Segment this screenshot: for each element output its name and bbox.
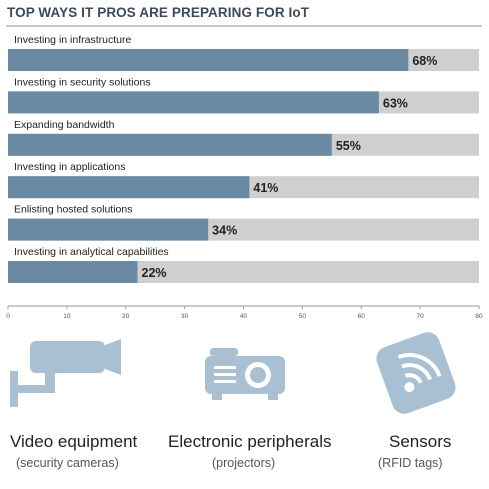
device-sub-peripherals: (projectors) xyxy=(212,456,276,470)
x-tick-label: 40 xyxy=(240,313,248,320)
x-tick-label: 70 xyxy=(417,313,425,320)
security-camera-icon xyxy=(0,325,145,420)
bar-category-label: Investing in analytical capabilities xyxy=(14,246,169,258)
device-video xyxy=(0,325,145,420)
x-tick-label: 60 xyxy=(358,313,366,320)
bar-value-label: 34% xyxy=(212,224,237,238)
x-tick-label: 20 xyxy=(122,313,130,320)
x-tick-label: 10 xyxy=(63,313,71,320)
bar-category-label: Investing in infrastructure xyxy=(14,34,131,46)
bar-value-label: 68% xyxy=(412,54,437,68)
bar xyxy=(8,218,209,241)
bar-chart: Investing in infrastructure 68% Investing … xyxy=(6,34,483,320)
bar xyxy=(8,176,250,199)
bar-category-label: Enlisting hosted solutions xyxy=(14,204,133,216)
rfid-tag-icon xyxy=(336,325,489,420)
device-name-video: Video equipment xyxy=(10,432,138,451)
bar xyxy=(8,261,138,283)
x-tick-label: 30 xyxy=(181,313,189,320)
bar xyxy=(8,49,409,71)
bar xyxy=(8,133,332,156)
bar-category-label: Expanding bandwidth xyxy=(14,119,115,131)
device-peripherals xyxy=(165,325,325,420)
projector-icon xyxy=(165,325,325,420)
bar-value-label: 41% xyxy=(253,181,278,195)
bar-value-label: 55% xyxy=(336,139,361,153)
device-name-sensors: Sensors xyxy=(389,432,452,451)
bar-value-label: 63% xyxy=(383,96,408,110)
bar-category-label: Investing in security solutions xyxy=(14,76,151,88)
bar xyxy=(8,91,379,114)
bar-category-label: Investing in applications xyxy=(14,161,126,173)
title-divider xyxy=(6,25,482,27)
x-tick-label: 50 xyxy=(299,313,307,320)
device-sensors xyxy=(336,325,489,420)
chart-title: TOP WAYS IT PROS ARE PREPARING FOR IoT xyxy=(7,5,310,20)
device-sub-video: (security cameras) xyxy=(16,456,119,470)
device-name-peripherals: Electronic peripherals xyxy=(168,432,332,451)
x-tick-label: 0 xyxy=(6,313,10,320)
x-tick-label: 80 xyxy=(475,313,483,320)
bar-value-label: 22% xyxy=(142,266,167,280)
device-sub-sensors: (RFID tags) xyxy=(378,456,443,470)
